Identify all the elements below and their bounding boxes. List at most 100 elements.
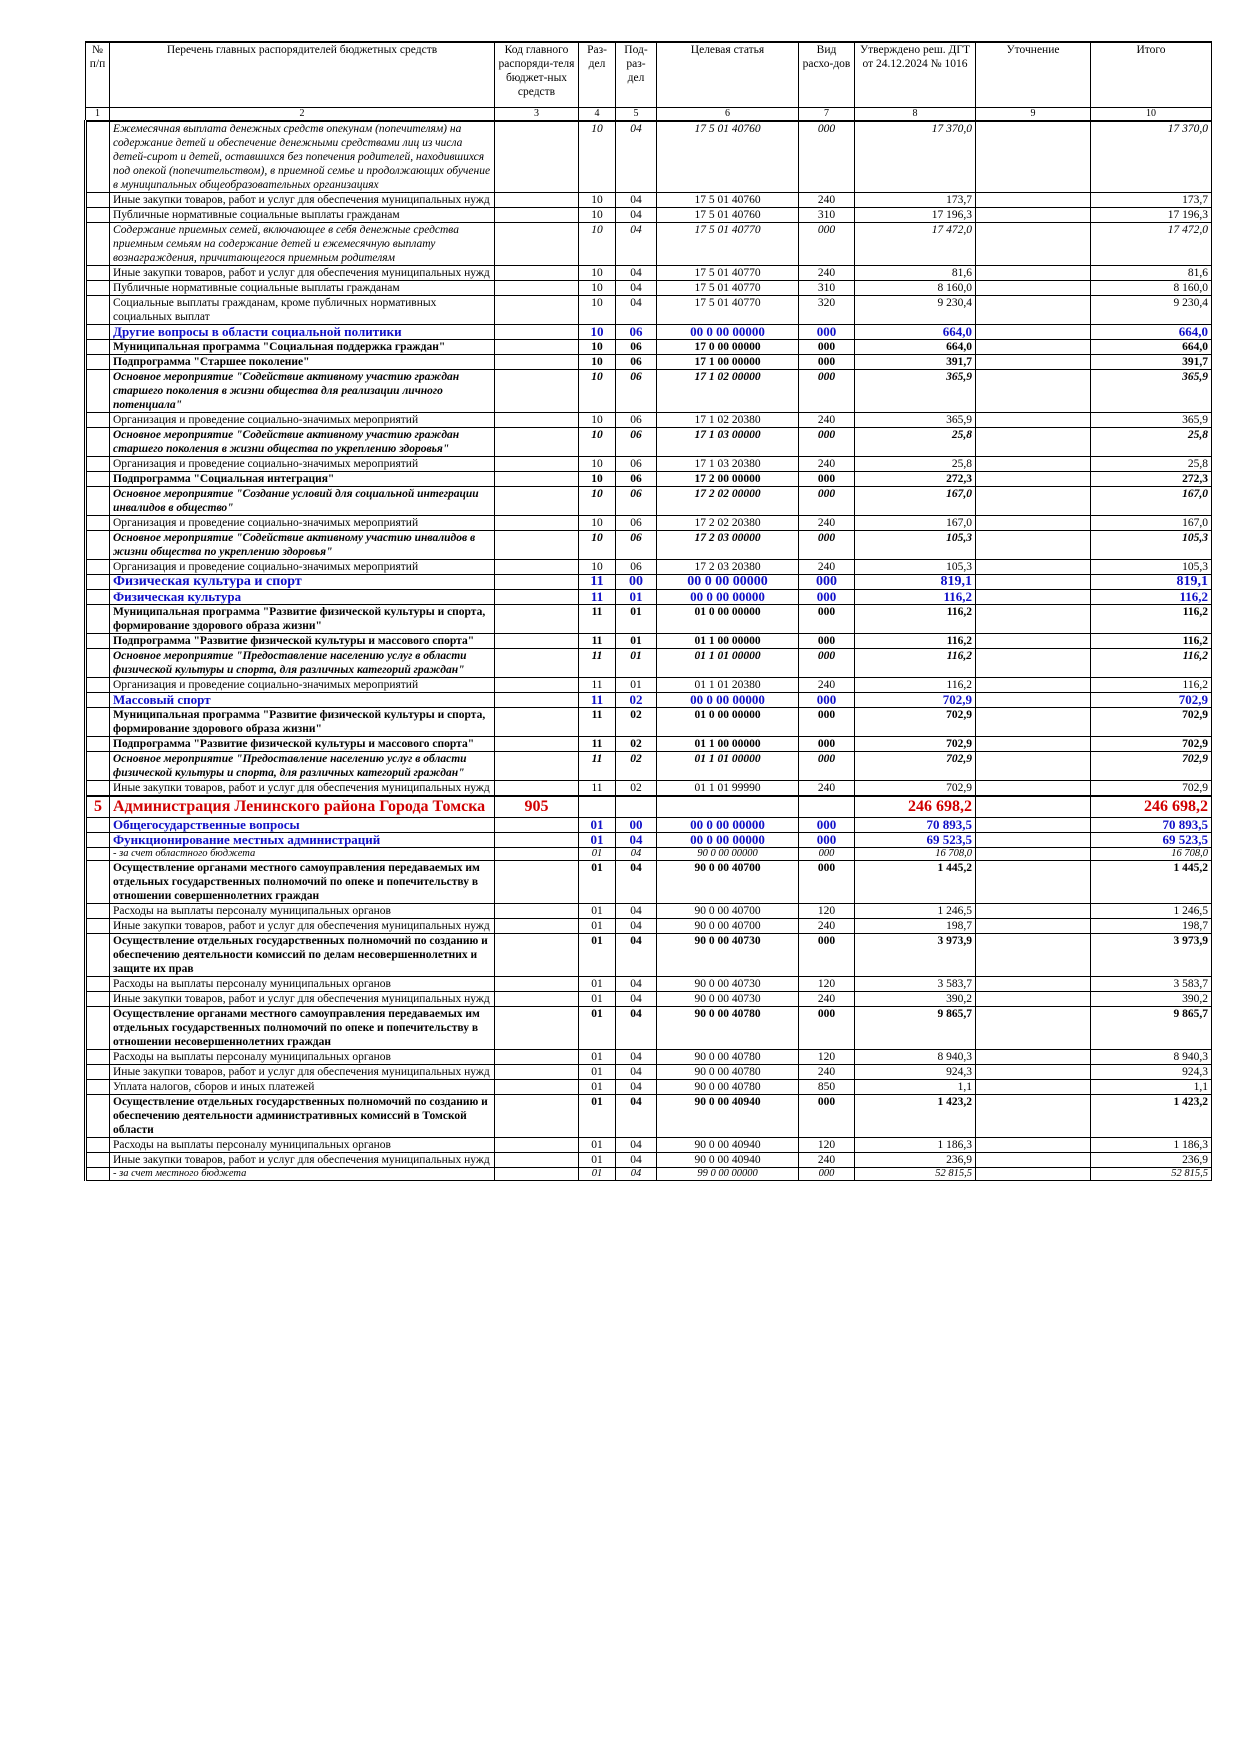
expense-type: 000 <box>798 604 855 634</box>
row-number <box>84 222 110 266</box>
table-row: - за счет местного бюджета 01 04 99 0 00 00… <box>84 1167 1212 1181</box>
section: 10 <box>578 207 616 223</box>
row-number <box>84 918 110 934</box>
approved-amount: 391,7 <box>854 354 976 370</box>
approved-amount: 8 940,3 <box>854 1049 976 1065</box>
subsection: 01 <box>615 633 657 649</box>
subsection: 01 <box>615 648 657 678</box>
section: 11 <box>578 648 616 678</box>
section: 10 <box>578 456 616 472</box>
subsection: 06 <box>615 530 657 560</box>
table-row: Иные закупки товаров, работ и услуг для … <box>84 918 1212 934</box>
subsection: 04 <box>615 280 657 296</box>
total-amount: 116,2 <box>1090 633 1212 649</box>
row-number <box>84 736 110 752</box>
table-row: Организация и проведение социально-значи… <box>84 456 1212 472</box>
manager-code <box>494 692 579 708</box>
approved-amount: 198,7 <box>854 918 976 934</box>
clarification <box>975 1094 1091 1138</box>
approved-amount: 924,3 <box>854 1064 976 1080</box>
expense-type: 000 <box>798 692 855 708</box>
clarification <box>975 604 1091 634</box>
item-name: Иные закупки товаров, работ и услуг для … <box>109 780 495 797</box>
target-item: 90 0 00 40940 <box>656 1094 799 1138</box>
table-row: Основное мероприятие "Содействие активно… <box>84 530 1212 560</box>
section: 10 <box>578 559 616 575</box>
table-row: Муниципальная программа "Развитие физиче… <box>84 707 1212 737</box>
row-number <box>84 976 110 992</box>
clarification <box>975 918 1091 934</box>
expense-type: 120 <box>798 976 855 992</box>
section: 11 <box>578 589 616 605</box>
row-number <box>84 1049 110 1065</box>
manager-code: 905 <box>494 795 579 818</box>
total-amount: 1 246,5 <box>1090 903 1212 919</box>
manager-code <box>494 817 579 833</box>
expense-type: 000 <box>798 1094 855 1138</box>
item-name: Осуществление отдельных государственных … <box>109 933 495 977</box>
target-item: 00 0 00 00000 <box>656 832 799 848</box>
item-name: Организация и проведение социально-значи… <box>109 412 495 428</box>
item-name: Основное мероприятие "Создание условий д… <box>109 486 495 516</box>
column-header: Утверждено реш. ДГТ от 24.12.2024 № 1016 <box>854 41 976 108</box>
subsection: 04 <box>615 1094 657 1138</box>
item-name: Другие вопросы в области социальной поли… <box>109 324 495 340</box>
target-item: 90 0 00 40780 <box>656 1049 799 1065</box>
total-amount: 365,9 <box>1090 412 1212 428</box>
clarification <box>975 692 1091 708</box>
section: 11 <box>578 677 616 693</box>
column-header: Вид расхо-дов <box>798 41 855 108</box>
row-number <box>84 1006 110 1050</box>
item-name: Основное мероприятие "Предоставление нас… <box>109 648 495 678</box>
table-row: Подпрограмма "Развитие физической культу… <box>84 633 1212 649</box>
table-row: Иные закупки товаров, работ и услуг для … <box>84 1064 1212 1080</box>
section: 10 <box>578 427 616 457</box>
target-item: 17 1 02 00000 <box>656 369 799 413</box>
approved-amount: 52 815,5 <box>854 1167 976 1181</box>
approved-amount: 272,3 <box>854 471 976 487</box>
clarification <box>975 427 1091 457</box>
target-item: 17 0 00 00000 <box>656 339 799 355</box>
item-name: Осуществление органами местного самоупра… <box>109 860 495 904</box>
column-header: № п/п <box>85 41 110 108</box>
table-row: Уплата налогов, сборов и иных платежей 01… <box>84 1079 1212 1095</box>
table-row: Осуществление отдельных государственных … <box>84 933 1212 977</box>
table-row: Расходы на выплаты персоналу муниципальн… <box>84 903 1212 919</box>
target-item: 00 0 00 00000 <box>656 589 799 605</box>
clarification <box>975 780 1091 797</box>
expense-type: 310 <box>798 207 855 223</box>
total-amount: 105,3 <box>1090 530 1212 560</box>
target-item: 00 0 00 00000 <box>656 574 799 590</box>
item-name: Иные закупки товаров, работ и услуг для … <box>109 192 495 208</box>
item-name: Расходы на выплаты персоналу муниципальн… <box>109 1049 495 1065</box>
expense-type: 000 <box>798 339 855 355</box>
manager-code <box>494 751 579 781</box>
table-row: Иные закупки товаров, работ и услуг для … <box>84 1152 1212 1168</box>
total-amount: 702,9 <box>1090 780 1212 797</box>
section: 01 <box>578 1006 616 1050</box>
column-header: Уточнение <box>975 41 1091 108</box>
approved-amount: 167,0 <box>854 486 976 516</box>
approved-amount: 17 196,3 <box>854 207 976 223</box>
column-number: 5 <box>615 107 657 122</box>
clarification <box>975 412 1091 428</box>
expense-type: 000 <box>798 847 855 861</box>
column-number: 6 <box>656 107 799 122</box>
approved-amount: 1,1 <box>854 1079 976 1095</box>
table-row: - за счет областного бюджета 01 04 90 0 00 … <box>84 847 1212 861</box>
item-name: Содержание приемных семей, включающее в … <box>109 222 495 266</box>
section: 01 <box>578 860 616 904</box>
approved-amount: 702,9 <box>854 780 976 797</box>
total-amount: 391,7 <box>1090 354 1212 370</box>
total-amount: 116,2 <box>1090 648 1212 678</box>
section: 01 <box>578 1049 616 1065</box>
total-amount: 702,9 <box>1090 736 1212 752</box>
clarification <box>975 1137 1091 1153</box>
target-item: 17 5 01 40770 <box>656 222 799 266</box>
total-amount: 9 865,7 <box>1090 1006 1212 1050</box>
manager-code <box>494 192 579 208</box>
clarification <box>975 369 1091 413</box>
target-item: 17 5 01 40770 <box>656 295 799 325</box>
expense-type: 240 <box>798 559 855 575</box>
